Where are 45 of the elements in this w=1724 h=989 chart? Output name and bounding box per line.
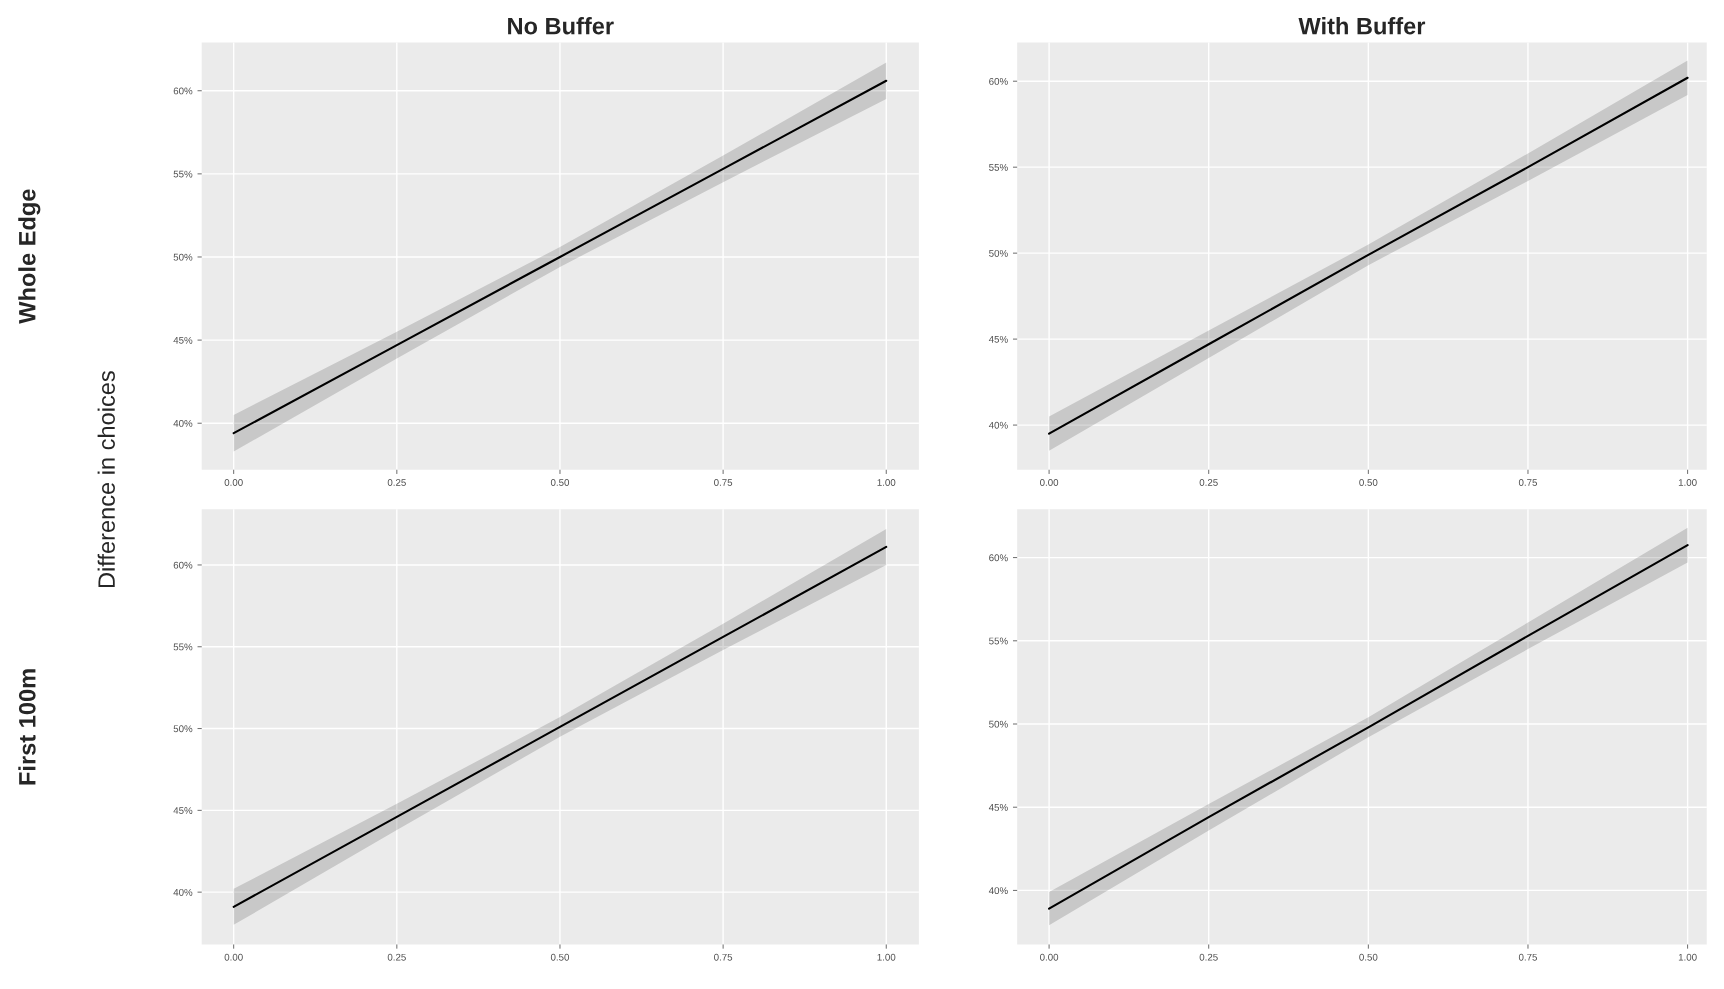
x-tick-label: 0.00: [1040, 479, 1059, 486]
x-tick-label: 0.75: [1518, 953, 1538, 961]
y-tick-label: 45%: [173, 336, 193, 344]
x-tick-label: 1.00: [1678, 479, 1697, 486]
y-axis-title: Difference in choices: [97, 371, 115, 588]
x-tick-label: 0.25: [1199, 479, 1218, 486]
y-tick-label: 45%: [173, 807, 193, 814]
y-tick-label: 40%: [988, 421, 1008, 429]
x-tick-label: 0.75: [714, 479, 733, 486]
y-tick-label: 60%: [989, 77, 1008, 85]
x-tick-label: 0.50: [1359, 479, 1378, 486]
x-tick-label: 0.25: [387, 479, 406, 486]
y-tick-label: 50%: [989, 720, 1008, 728]
text: Whole Edge: [18, 189, 41, 324]
x-tick-label: 0.00: [224, 479, 243, 486]
y-tick-label: 40%: [173, 888, 193, 896]
x-tick-label: 0.25: [1199, 953, 1218, 961]
y-tick-label: 40%: [988, 887, 1008, 895]
y-tick-label: 50%: [989, 249, 1008, 257]
y-tick-label: 45%: [988, 803, 1008, 811]
x-tick-label: 0.25: [387, 953, 406, 961]
y-tick-label: 40%: [173, 419, 193, 427]
y-tick-label: 55%: [989, 637, 1008, 645]
x-tick-label: 1.00: [877, 953, 896, 961]
chart-title: With Buffer: [1298, 17, 1426, 35]
y-tick-label: 50%: [173, 253, 193, 261]
chart-title: No Buffer: [508, 17, 614, 35]
x-tick-label: 1.00: [1678, 953, 1697, 961]
text: First 100m: [18, 669, 36, 785]
x-tick-label: 0.75: [1518, 479, 1538, 486]
y-tick-label: 55%: [173, 170, 193, 178]
x-tick-label: 0.00: [224, 953, 243, 961]
x-tick-label: 0.50: [550, 479, 570, 486]
y-tick-label: 55%: [989, 163, 1008, 171]
x-tick-label: 0.50: [1359, 953, 1378, 961]
x-tick-label: 1.00: [877, 479, 896, 486]
y-tick-label: 60%: [989, 554, 1008, 562]
x-tick-label: 0.75: [714, 953, 733, 961]
y-tick-label: 50%: [173, 725, 193, 733]
y-tick-label: 60%: [173, 561, 193, 569]
y-tick-label: 45%: [988, 335, 1008, 343]
x-tick-label: 0.50: [550, 953, 570, 961]
y-tick-label: 60%: [173, 87, 193, 95]
y-tick-label: 55%: [173, 643, 193, 651]
x-tick-label: 0.00: [1040, 953, 1059, 961]
